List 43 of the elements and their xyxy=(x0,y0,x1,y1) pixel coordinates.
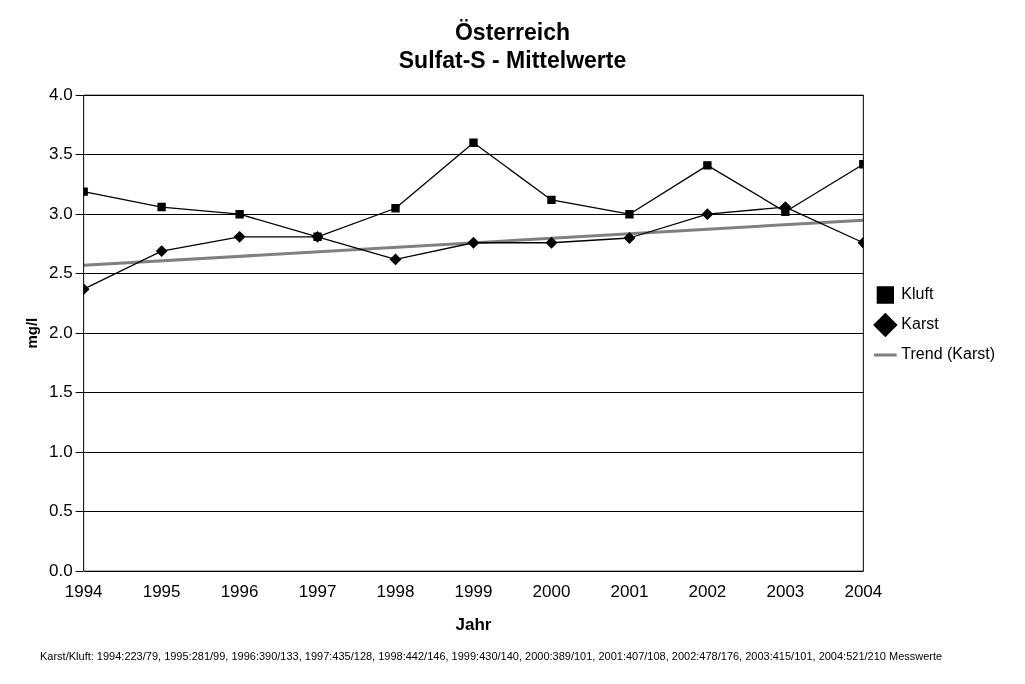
point xyxy=(313,232,322,241)
x-tick-label: 2004 xyxy=(844,582,883,602)
y-tick-label: 3.0 xyxy=(48,203,73,223)
x-tick-label: 1996 xyxy=(220,582,259,602)
point xyxy=(391,204,400,213)
point xyxy=(235,210,244,219)
x-tick-label: 1997 xyxy=(298,582,337,602)
y-tick-label: 2.0 xyxy=(48,322,73,342)
legend-label: Kluft xyxy=(901,285,934,303)
x-tick-label: 1998 xyxy=(376,582,415,602)
y-tick-label: 1.0 xyxy=(48,441,73,461)
point xyxy=(157,202,166,212)
point xyxy=(703,161,712,170)
x-tick-label: 2001 xyxy=(610,582,649,602)
y-tick-label: 3.5 xyxy=(48,144,73,164)
y-tick-label: 0.5 xyxy=(48,501,73,521)
y-tick-label: 1.5 xyxy=(48,382,73,402)
legend-label: Trend (Karst) xyxy=(901,345,996,363)
point xyxy=(467,237,480,249)
point xyxy=(625,210,634,219)
y-tick-label: 0.0 xyxy=(48,560,73,580)
y-tick-label: 4.0 xyxy=(48,84,73,104)
x-tick-label: 1994 xyxy=(64,582,103,602)
point xyxy=(389,253,402,266)
point xyxy=(623,232,636,244)
point xyxy=(155,245,168,257)
point xyxy=(233,231,246,243)
chart-title: Österreich Sulfat-S - Mittelwerte xyxy=(398,19,627,73)
point xyxy=(701,208,714,220)
point xyxy=(469,138,478,147)
point xyxy=(545,237,558,249)
x-axis-title: Jahr xyxy=(455,615,492,635)
y-tick-label: 2.5 xyxy=(48,263,73,283)
point xyxy=(547,195,556,205)
x-tick-label: 1999 xyxy=(454,582,493,602)
x-tick-label: 2002 xyxy=(688,582,727,602)
text: Karst/Kluft: 1994:223/79, 1995:281/99, 1996:390/133, 1997:435/128, 1998:442/146, 1999:430/140, 2000:389/101, 2001:407/108, 2002:478/176, 2003:415/101, 2004:521/210 Messwerte xyxy=(40,649,944,664)
point xyxy=(781,207,790,217)
legend-label: Karst xyxy=(901,315,940,333)
y-axis-title: mg/l xyxy=(23,317,41,349)
x-tick-label: 2003 xyxy=(766,582,805,602)
x-tick-label: 1995 xyxy=(142,582,181,602)
x-tick-label: 2000 xyxy=(532,582,571,602)
